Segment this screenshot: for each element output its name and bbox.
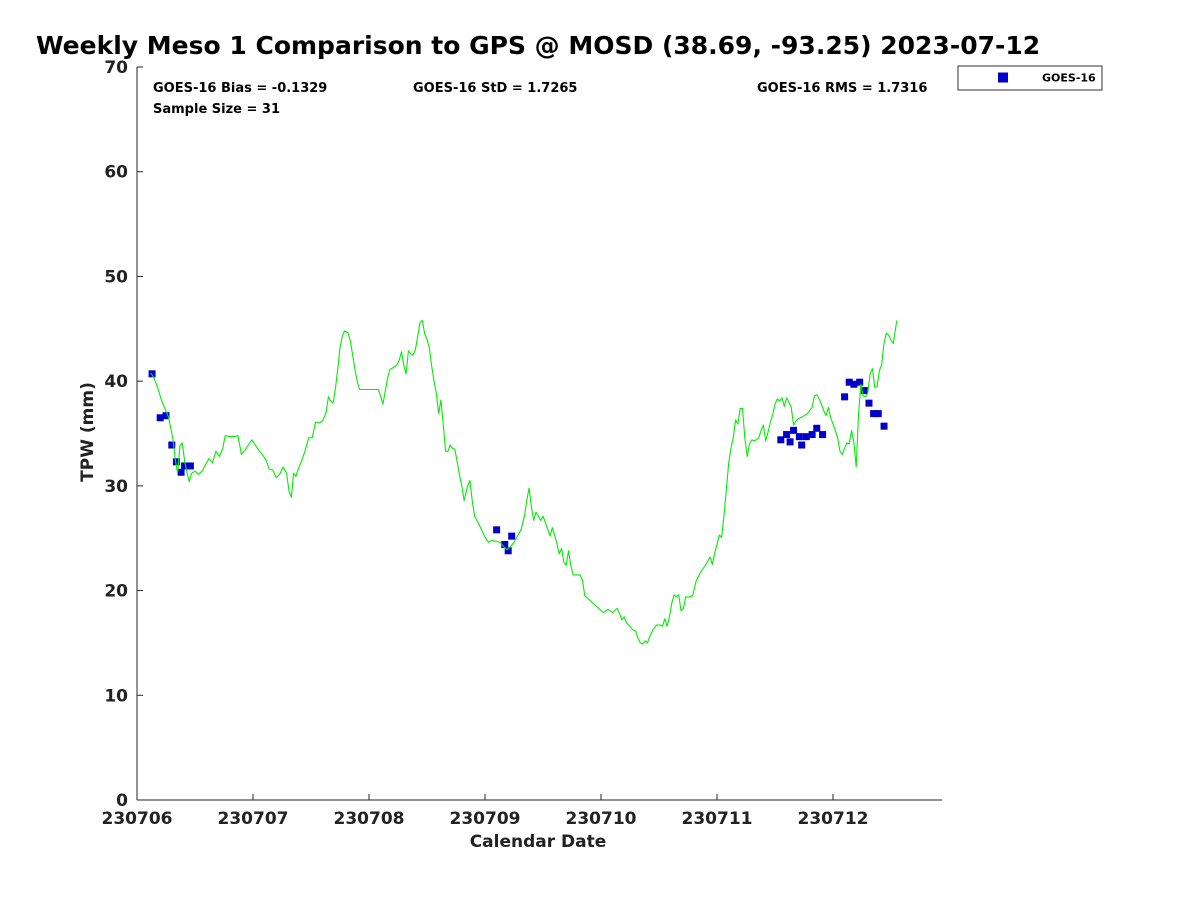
- goes16-point: [808, 431, 816, 439]
- stat-sample-size: Sample Size = 31: [153, 102, 280, 117]
- goes16-point: [845, 378, 853, 386]
- x-tick-label: 230706: [102, 809, 173, 829]
- x-tick-label: 230708: [334, 809, 405, 829]
- x-tick-label: 230711: [682, 809, 753, 829]
- goes16-point: [186, 462, 194, 470]
- goes16-point: [181, 462, 189, 470]
- goes16-point: [783, 431, 791, 439]
- goes16-point: [819, 431, 827, 439]
- goes16-point: [786, 438, 794, 446]
- goes16-point: [156, 414, 164, 422]
- goes16-point: [790, 426, 798, 434]
- goes16-point: [798, 441, 806, 449]
- legend: GOES-16: [957, 65, 1103, 91]
- y-tick-label: 60: [104, 163, 128, 183]
- goes16-point: [860, 387, 868, 395]
- y-tick-label: 30: [104, 477, 128, 497]
- legend-box: [957, 65, 1103, 91]
- goes16-point: [795, 433, 803, 441]
- stat-bias: GOES-16 Bias = -0.1329: [153, 81, 327, 96]
- y-tick-label: 50: [104, 267, 128, 287]
- x-axis-ticks: 230706 230707 230708 230709 230710 230711 2307…: [102, 794, 869, 829]
- goes16-point: [493, 526, 501, 534]
- y-tick-label: 20: [104, 582, 128, 602]
- legend-marker-goes16: [998, 72, 1008, 83]
- y-tick-label: 10: [104, 686, 128, 706]
- stat-std: GOES-16 StD = 1.7265: [413, 81, 577, 96]
- goes16-point: [874, 410, 882, 418]
- x-tick-label: 230707: [218, 809, 289, 829]
- stat-rms: GOES-16 RMS = 1.7316: [757, 81, 927, 96]
- goes16-point: [172, 458, 180, 466]
- goes16-point: [508, 532, 516, 540]
- y-tick-label: 0: [116, 791, 128, 811]
- y-axis-ticks: 0 10 20 30 40 50 60 70: [104, 58, 143, 811]
- legend-label-goes16: GOES-16: [1042, 72, 1096, 85]
- y-tick-label: 70: [104, 58, 128, 78]
- x-tick-label: 230710: [566, 809, 637, 829]
- x-tick-label: 230709: [450, 809, 521, 829]
- goes16-point: [865, 399, 873, 407]
- goes16-point: [777, 436, 785, 444]
- chart-title: Weekly Meso 1 Comparison to GPS @ MOSD (…: [36, 31, 1040, 60]
- goes16-point: [162, 412, 170, 420]
- goes16-point: [850, 380, 858, 388]
- x-axis-label: Calendar Date: [470, 832, 607, 852]
- goes16-point: [802, 433, 810, 441]
- goes16-point: [856, 378, 864, 386]
- goes16-point: [841, 393, 849, 401]
- goes16-point: [168, 441, 176, 449]
- y-axis-label: TPW (mm): [78, 382, 98, 482]
- goes16-point: [501, 540, 509, 548]
- y-tick-label: 40: [104, 372, 128, 392]
- goes16-point: [880, 422, 888, 430]
- goes16-point: [504, 547, 512, 555]
- x-tick-label: 230712: [798, 809, 869, 829]
- goes16-point: [870, 410, 878, 418]
- gps-series-line: [150, 319, 898, 645]
- plot-area: [148, 319, 898, 645]
- goes16-point: [177, 468, 185, 476]
- goes16-point: [813, 424, 821, 432]
